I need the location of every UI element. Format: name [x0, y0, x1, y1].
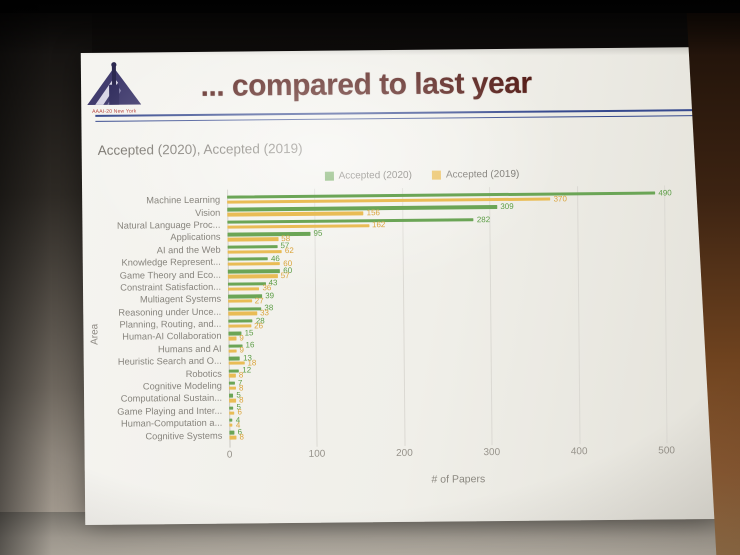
- bar: [228, 311, 258, 316]
- category-label: Cognitive Modeling: [142, 380, 222, 392]
- bar: [228, 319, 253, 323]
- legend-swatch-icon: [431, 170, 441, 180]
- legend-swatch-icon: [324, 171, 334, 181]
- bar: [228, 361, 245, 366]
- category-label: Applications: [170, 232, 221, 243]
- category-label: Humans and AI: [157, 343, 222, 355]
- bar: [228, 356, 241, 361]
- bar: [229, 398, 237, 403]
- legend-label: Accepted (2019): [445, 168, 520, 181]
- aaai-20-logo-icon: [87, 62, 142, 105]
- x-tick-label: 300: [483, 447, 501, 459]
- bar: [227, 211, 364, 217]
- bar: [227, 249, 282, 254]
- room-ceiling-shadow: [0, 0, 740, 13]
- bar: [228, 306, 262, 311]
- bar: [229, 418, 233, 423]
- bar: [228, 381, 236, 385]
- x-tick-label: 400: [570, 446, 588, 458]
- bar-rows: Machine Learning 490 370 Vision 309 156 Natura…: [92, 188, 688, 443]
- category-label: Planning, Routing, and...: [119, 318, 222, 330]
- bar: [228, 373, 236, 378]
- category-label: Constraint Satisfaction...: [120, 281, 222, 293]
- bar: [228, 349, 237, 353]
- category-label: AI and the Web: [156, 244, 221, 256]
- bar: [227, 237, 279, 242]
- legend-item: Accepted (2020): [324, 169, 412, 182]
- bar: [229, 411, 235, 415]
- category-label: Human-Computation a...: [120, 417, 223, 429]
- bar: [229, 393, 234, 398]
- bar: [229, 431, 235, 435]
- category-label: Computational Sustain...: [120, 393, 223, 405]
- bar: [227, 262, 281, 266]
- category-label: Game Theory and Eco...: [119, 269, 221, 281]
- category-label: Vision: [195, 207, 221, 218]
- x-axis-ticks: 0 100 200 300 400 500: [226, 445, 675, 461]
- slide-title: ... compared to last year: [200, 66, 532, 103]
- title-underline: [95, 109, 706, 122]
- chart-legend: Accepted (2020) Accepted (2019): [82, 167, 712, 184]
- category-label: Machine Learning: [146, 194, 221, 206]
- x-tick-label: 500: [658, 445, 675, 457]
- category-label: Multiagent Systems: [139, 294, 222, 305]
- category-label: Cognitive Systems: [145, 430, 223, 442]
- bar: [228, 324, 252, 328]
- bar: [228, 287, 260, 291]
- legend-item: Accepted (2019): [431, 168, 520, 181]
- category-label: Human-AI Collaboration: [122, 331, 222, 343]
- category-label: Knowledge Represent...: [121, 256, 221, 268]
- bar: [228, 369, 240, 373]
- category-label: Reasoning under Unce...: [118, 306, 222, 318]
- category-label: Heuristic Search and O...: [117, 355, 222, 367]
- x-tick-label: 200: [396, 447, 413, 460]
- bar-chart: Machine Learning 490 370 Vision 309 156 Natura…: [92, 185, 688, 448]
- bar: [227, 223, 370, 229]
- bar-value-label: 8: [239, 432, 244, 442]
- bar: [229, 435, 237, 440]
- presentation-slide: AAAI-20 New York ... compared to last ye…: [80, 46, 716, 526]
- category-label: Robotics: [185, 368, 222, 379]
- room-left-shadow: [0, 0, 92, 555]
- category-label: Game Playing and Inter...: [117, 405, 223, 417]
- bar: [228, 386, 236, 390]
- legend-label: Accepted (2020): [338, 169, 412, 182]
- x-axis-title: # of Papers: [431, 473, 486, 486]
- bar: [228, 336, 237, 341]
- category-label: Natural Language Proc...: [116, 219, 221, 231]
- chart-title: Accepted (2020), Accepted (2019): [97, 140, 303, 158]
- x-tick-label: 0: [226, 449, 233, 461]
- bar: [229, 406, 234, 410]
- bar: [227, 282, 266, 286]
- bar: [228, 299, 252, 304]
- bar: [229, 423, 233, 427]
- x-tick-label: 100: [308, 448, 326, 460]
